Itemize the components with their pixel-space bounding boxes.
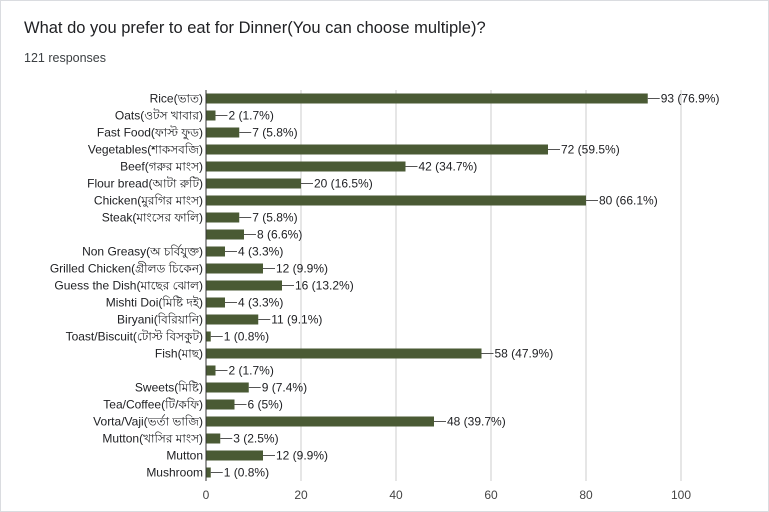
data-label: 1 (0.8%) [224, 466, 269, 480]
bar [206, 365, 216, 376]
bar [206, 314, 259, 325]
bar [206, 467, 211, 478]
bar [206, 399, 235, 410]
data-label: 16 (13.2%) [295, 279, 354, 293]
page-title: What do you prefer to eat for Dinner(You… [24, 19, 486, 37]
data-label: 9 (7.4%) [262, 381, 307, 395]
x-tick-label: 60 [484, 488, 498, 502]
bar [206, 229, 244, 240]
category-label: Mishti Doi(মিষ্টি দই) [106, 296, 203, 310]
data-label: 93 (76.9%) [661, 92, 720, 106]
response-count: 121 responses [24, 51, 107, 65]
data-label: 7 (5.8%) [252, 211, 297, 225]
bar [206, 348, 482, 359]
category-label: Guess the Dish(মাছের ঝোল) [54, 279, 203, 293]
category-label: Rice(ভাত) [150, 92, 203, 106]
bar [206, 263, 263, 274]
data-label: 72 (59.5%) [561, 143, 620, 157]
category-label: Steak(মাংসের ফালি) [102, 211, 203, 225]
category-label: Mushroom [146, 466, 203, 480]
category-label: Mutton(খাসির মাংস) [102, 432, 203, 446]
category-label: Chicken(মুরগির মাংস) [94, 194, 203, 209]
bar [206, 195, 586, 206]
bar [206, 280, 282, 291]
data-label: 1 (0.8%) [224, 330, 269, 344]
category-label: Vegetables(শাকসবজি) [88, 143, 203, 157]
bar [206, 433, 221, 444]
x-tick-label: 0 [203, 488, 210, 502]
data-label: 6 (5%) [248, 398, 283, 412]
x-tick-label: 40 [389, 488, 403, 502]
category-label: Mutton [166, 449, 203, 463]
bar [206, 382, 249, 393]
data-label: 12 (9.9%) [276, 262, 328, 276]
data-label: 7 (5.8%) [252, 126, 297, 140]
x-tick-label: 100 [671, 488, 691, 502]
bar [206, 297, 225, 308]
bar [206, 110, 216, 121]
data-label: 48 (39.7%) [447, 415, 506, 429]
x-tick-label: 80 [579, 488, 593, 502]
data-label: 4 (3.3%) [238, 296, 283, 310]
data-label: 11 (9.1%) [271, 313, 322, 327]
bar [206, 331, 211, 342]
bar [206, 416, 434, 427]
bar [206, 161, 406, 172]
data-label: 8 (6.6%) [257, 228, 302, 242]
data-label: 12 (9.9%) [276, 449, 328, 463]
category-label: Grilled Chicken(গ্রীলড চিকেন) [50, 262, 203, 276]
category-label: Biryani(বিরিয়ানি) [117, 313, 203, 327]
bar [206, 212, 240, 223]
bar [206, 127, 240, 138]
data-label: 2 (1.7%) [229, 109, 274, 123]
data-label: 58 (47.9%) [495, 347, 554, 361]
data-label: 3 (2.5%) [233, 432, 278, 446]
category-label: Beef(গরুর মাংস) [120, 160, 203, 174]
bar [206, 246, 225, 257]
data-label: 80 (66.1%) [599, 194, 658, 208]
data-label: 42 (34.7%) [419, 160, 478, 174]
category-label: Toast/Biscuit(টোস্ট বিসকুট) [66, 330, 203, 345]
x-tick-label: 20 [294, 488, 308, 502]
category-label: Oats(ওটস খাবার) [115, 109, 203, 123]
data-label: 4 (3.3%) [238, 245, 283, 259]
bar [206, 144, 548, 155]
category-label: Fast Food(ফাস্ট ফুড) [97, 126, 203, 141]
bar [206, 93, 648, 104]
category-label: Sweets(মিষ্টি) [135, 381, 203, 395]
bar [206, 450, 263, 461]
data-label: 20 (16.5%) [314, 177, 373, 191]
category-label: Fish(মাছ) [155, 347, 203, 361]
category-label: Tea/Coffee(টি/কফি) [103, 398, 203, 412]
category-label: Flour bread(আটা রুটি) [87, 177, 203, 191]
category-label: Vorta/Vaji(ভর্তা ভাজি) [93, 415, 203, 429]
bar [206, 178, 301, 189]
data-label: 2 (1.7%) [229, 364, 274, 378]
category-label: Non Greasy(অ চর্বিযুক্ত) [82, 245, 203, 260]
